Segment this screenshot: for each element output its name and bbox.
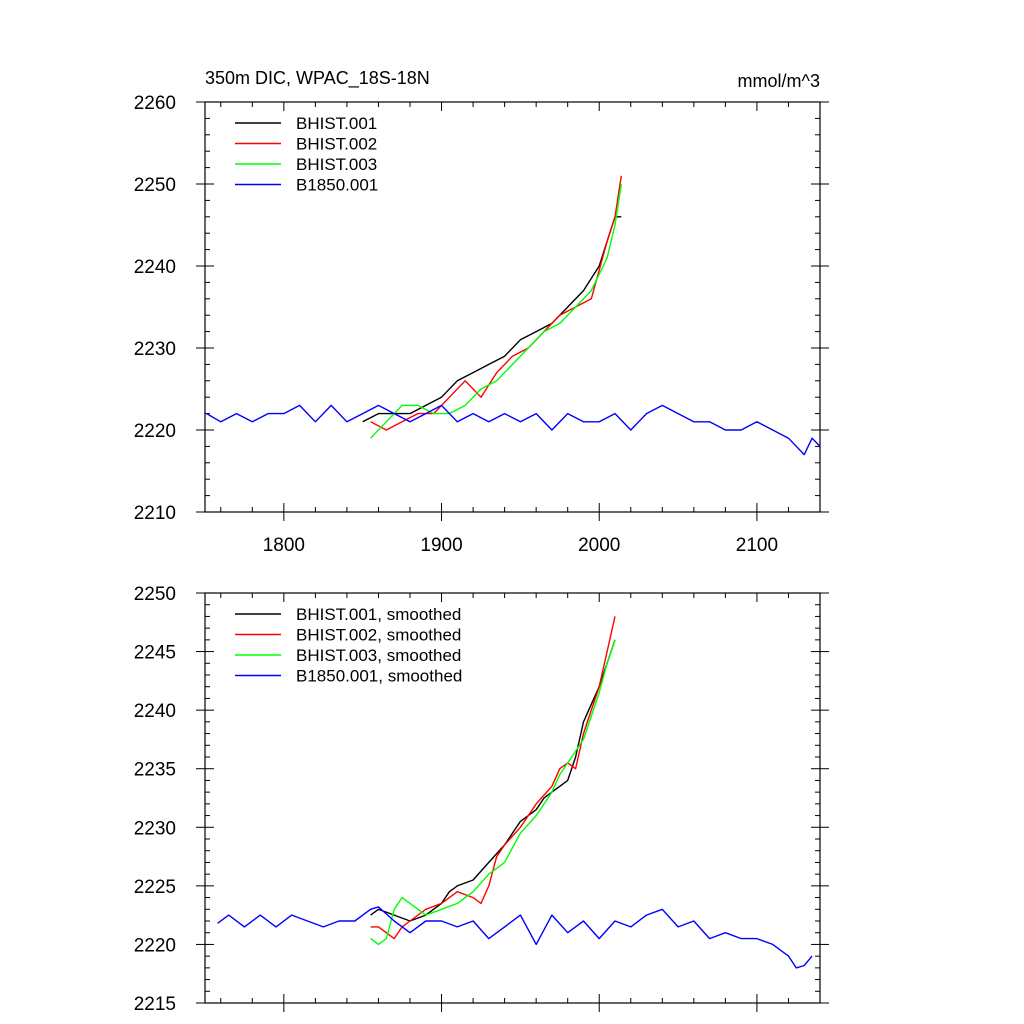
legend-label: B1850.001, smoothed	[296, 667, 462, 686]
y-tick-label: 2245	[134, 643, 176, 664]
series-line-0	[362, 216, 622, 423]
x-tick-label: 2100	[736, 535, 778, 556]
series-line-1	[370, 175, 622, 431]
y-tick-label: 2220	[134, 421, 176, 442]
y-tick-label: 2230	[134, 339, 176, 360]
y-tick-label: 2240	[134, 257, 176, 278]
bottom-panel: 2215 2220 2225 2230 2235 2240 2245 2250 BHIST.00…	[134, 584, 829, 1015]
legend-label: B1850.001	[296, 176, 378, 195]
legend-label: BHIST.003, smoothed	[296, 646, 461, 665]
legend-label: BHIST.002	[296, 135, 377, 154]
legend-label: BHIST.001, smoothed	[296, 605, 461, 624]
y-tick-label: 2215	[134, 994, 176, 1015]
series-line-2	[370, 639, 616, 946]
y-tick-label: 2260	[134, 93, 176, 114]
y-tick-label: 2250	[134, 175, 176, 196]
units-label: mmol/m^3	[738, 71, 820, 91]
plot-frame-top	[204, 101, 821, 513]
y-tick-label: 2235	[134, 760, 176, 781]
y-tick-label: 2230	[134, 818, 176, 839]
top-panel: 1800 1900 2000 2100 2210 2220 2230 2240 2250 2260…	[134, 93, 829, 556]
legend-label: BHIST.001	[296, 114, 377, 133]
series-line-3	[206, 404, 821, 456]
x-tick-label: 2000	[578, 535, 620, 556]
y-tick-label: 2225	[134, 877, 176, 898]
legend-label: BHIST.003	[296, 155, 377, 174]
y-tick-label: 2210	[134, 503, 176, 524]
y-tick-label: 2220	[134, 935, 176, 956]
legend-label: BHIST.002, smoothed	[296, 626, 461, 645]
series-line-0	[370, 639, 616, 922]
series-line-3	[217, 906, 813, 969]
y-tick-label: 2240	[134, 701, 176, 722]
chart-title: 350m DIC, WPAC_18S-18N	[205, 68, 430, 89]
plot-frame-bottom	[204, 592, 821, 1004]
y-tick-label: 2250	[134, 584, 176, 605]
x-tick-label: 1900	[420, 535, 462, 556]
series-line-2	[370, 183, 622, 439]
x-tick-label: 1800	[263, 535, 305, 556]
